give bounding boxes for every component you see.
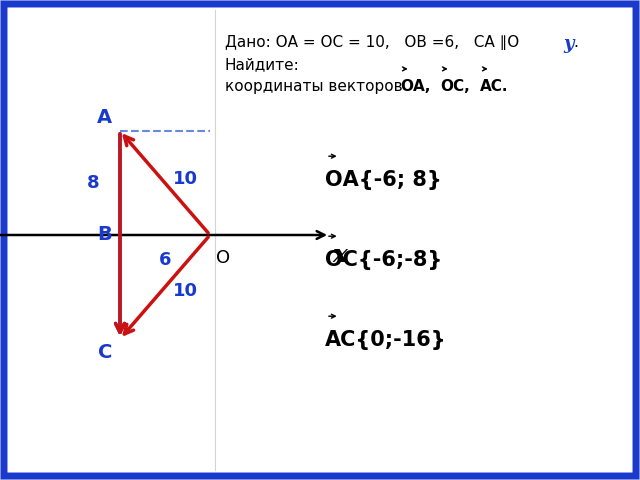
Text: .: . (573, 35, 578, 50)
Text: A: A (97, 108, 112, 127)
Text: координаты векторов: координаты векторов (225, 79, 403, 94)
Text: Найдите:: Найдите: (225, 57, 300, 72)
Text: C: C (98, 343, 112, 362)
FancyBboxPatch shape (4, 4, 636, 476)
Text: Дано: ОА = ОС = 10,   ОВ =6,   СА ∥О: Дано: ОА = ОС = 10, ОВ =6, СА ∥О (225, 35, 519, 50)
Text: O: O (216, 249, 230, 267)
Text: 10: 10 (173, 170, 198, 188)
Text: ОА,: ОА, (400, 79, 430, 94)
Text: y: y (563, 35, 573, 53)
Text: ОА{-6; 8}: ОА{-6; 8} (325, 170, 442, 190)
Text: 8: 8 (88, 174, 100, 192)
Text: АС.: АС. (480, 79, 509, 94)
Text: ОС,: ОС, (440, 79, 470, 94)
Text: ОС{-6;-8}: ОС{-6;-8} (325, 250, 442, 270)
Text: АС{0;-16}: АС{0;-16} (325, 330, 447, 350)
Text: 10: 10 (173, 282, 198, 300)
Text: 6: 6 (159, 251, 172, 269)
Text: B: B (97, 226, 112, 244)
Text: x: x (332, 243, 347, 267)
